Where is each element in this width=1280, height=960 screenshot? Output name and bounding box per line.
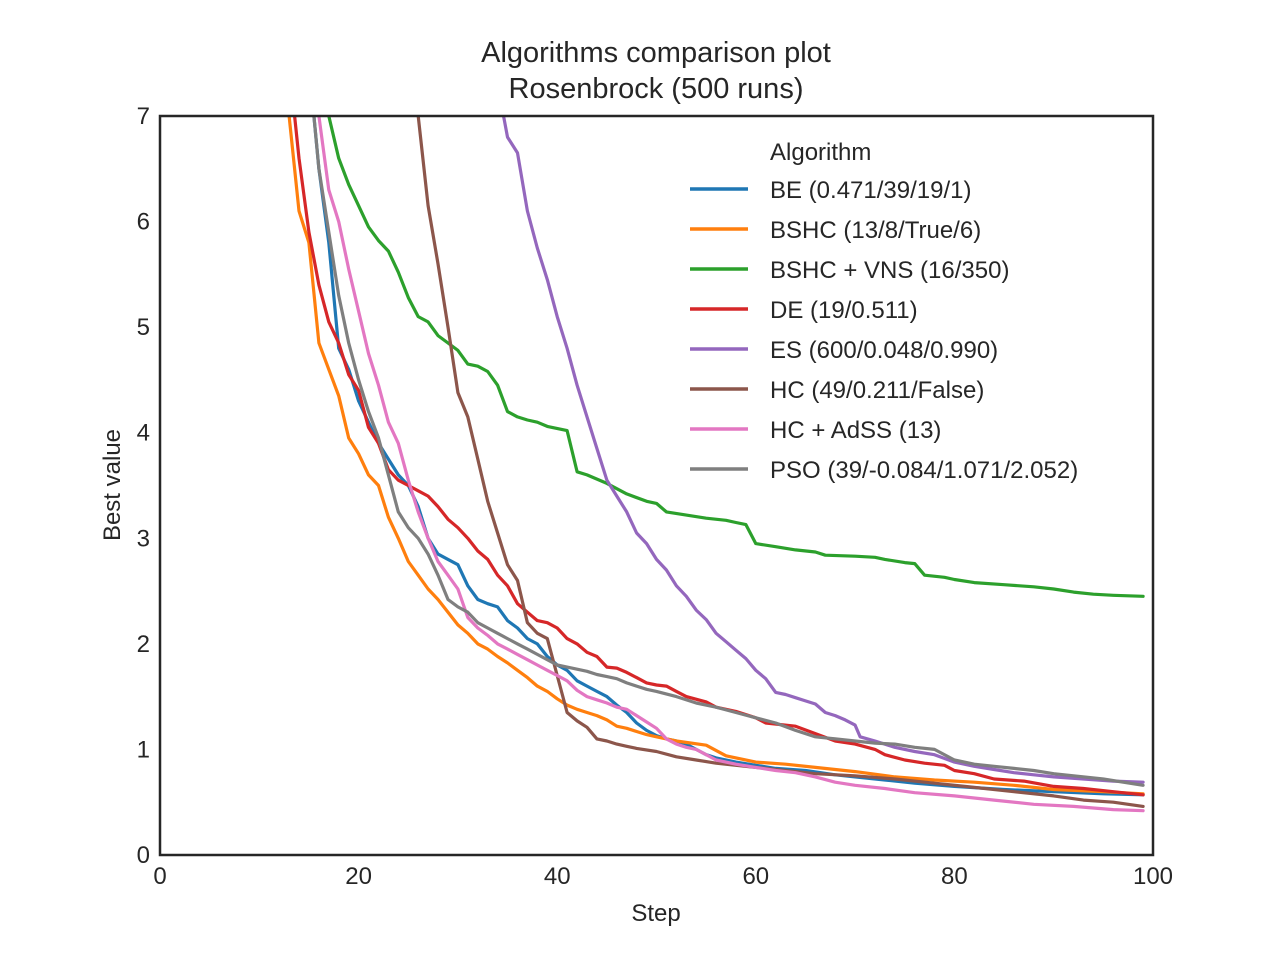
series-line-1: [312, 116, 1145, 797]
y-tick-label: 4: [137, 420, 150, 447]
y-tick-label: 1: [137, 736, 150, 763]
y-axis-label: Best value: [99, 429, 126, 541]
series-line-2: [287, 116, 1145, 796]
series-line-6: [416, 116, 1145, 808]
series-lines: [287, 116, 1145, 813]
x-tick-label: 0: [153, 863, 166, 890]
x-axis-ticks: 0 20 40 60 80 100: [153, 863, 1173, 890]
y-tick-label: 6: [137, 209, 150, 236]
legend-title: Algorithm: [770, 139, 871, 166]
legend-entry: HC + AdSS (13): [770, 417, 941, 444]
chart-title-line-1: Algorithms comparison plot: [481, 37, 831, 69]
x-tick-label: 60: [742, 863, 769, 890]
y-tick-label: 7: [137, 103, 150, 130]
legend-entry: BSHC (13/8/True/6): [770, 217, 981, 244]
legend-entry: DE (19/0.511): [770, 297, 918, 324]
series-line-4: [292, 116, 1145, 797]
x-tick-label: 100: [1133, 863, 1173, 890]
y-tick-label: 3: [137, 525, 150, 552]
series-line-8: [312, 116, 1145, 787]
legend-entry: HC (49/0.211/False): [770, 377, 984, 404]
legend-entry: ES (600/0.048/0.990): [770, 337, 998, 364]
y-tick-label: 2: [137, 631, 150, 658]
x-axis-label: Step: [631, 900, 680, 927]
x-tick-label: 80: [941, 863, 968, 890]
x-tick-label: 20: [345, 863, 372, 890]
legend-entry: PSO (39/-0.084/1.071/2.052): [770, 457, 1078, 484]
series-line-5: [501, 116, 1145, 784]
legend-entry: BSHC + VNS (16/350): [770, 257, 1009, 284]
series-line-7: [317, 116, 1145, 813]
y-axis-ticks: 0 1 2 3 4 5 6 7: [137, 103, 150, 869]
x-tick-label: 40: [544, 863, 571, 890]
y-tick-label: 5: [137, 314, 150, 341]
series-line-3: [327, 116, 1145, 598]
legend-entry: BE (0.471/39/19/1): [770, 177, 971, 204]
legend: Algorithm BE (0.471/39/19/1) BSHC (13/8/T…: [690, 139, 1078, 484]
plot-frame: [158, 114, 1155, 857]
chart-title-line-2: Rosenbrock (500 runs): [509, 73, 804, 105]
y-tick-label: 0: [137, 842, 150, 869]
